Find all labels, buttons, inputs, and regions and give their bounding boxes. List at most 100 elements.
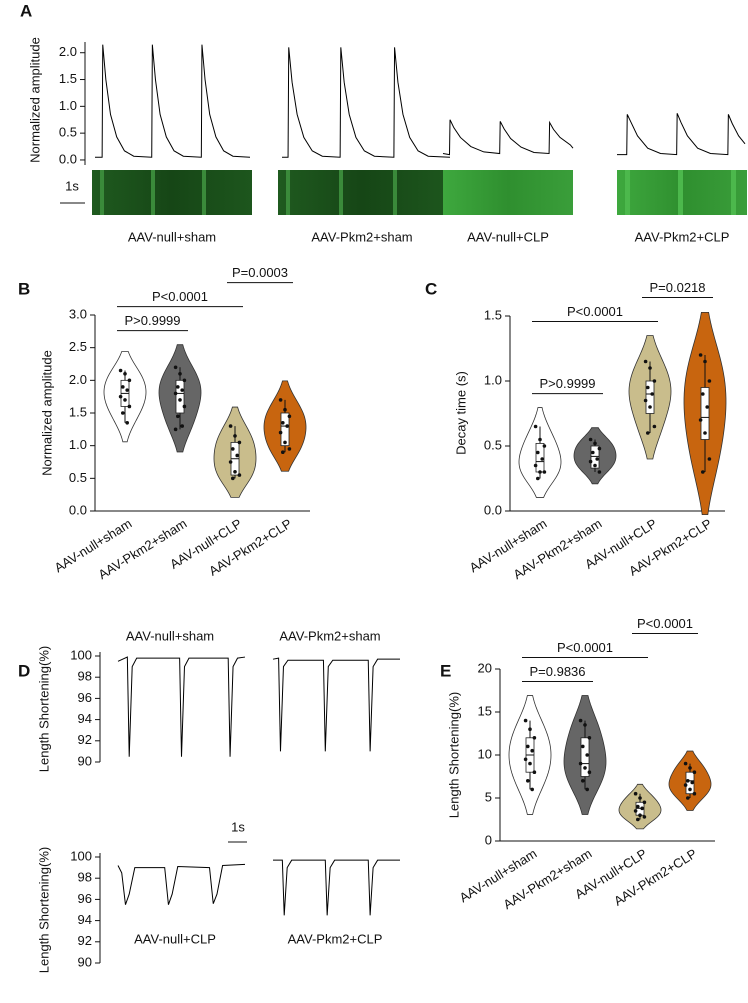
data-point bbox=[123, 372, 127, 376]
comparison-label: P>0.9999 bbox=[124, 313, 180, 328]
trace-line bbox=[282, 47, 451, 158]
data-point bbox=[528, 727, 532, 731]
scale-bar-label: 1s bbox=[65, 178, 79, 193]
data-point bbox=[542, 444, 547, 448]
y-tick-label: 0.5 bbox=[484, 437, 502, 452]
comparison-label: P>0.9999 bbox=[539, 376, 595, 391]
y-tick-label: 2.0 bbox=[59, 44, 77, 59]
y-tick-label: 0.0 bbox=[484, 502, 502, 517]
comparison-label: P=0.0218 bbox=[649, 280, 705, 295]
y-tick-label: 1.5 bbox=[484, 307, 502, 322]
data-point bbox=[698, 353, 703, 357]
line-scan-image bbox=[92, 170, 252, 215]
y-tick-label: 5 bbox=[485, 789, 492, 804]
line-scan-image bbox=[443, 170, 573, 215]
data-point bbox=[583, 723, 587, 727]
data-point bbox=[587, 736, 592, 740]
data-point bbox=[180, 388, 184, 392]
data-point bbox=[683, 761, 688, 766]
data-point bbox=[686, 796, 690, 800]
trace-name: AAV-Pkm2+sham bbox=[279, 628, 380, 643]
comparison-label: P=0.0003 bbox=[232, 265, 288, 280]
data-point bbox=[278, 430, 283, 435]
data-point bbox=[585, 787, 589, 792]
data-point bbox=[281, 450, 285, 455]
data-point bbox=[285, 424, 290, 428]
trace-line bbox=[442, 119, 574, 156]
data-point bbox=[125, 388, 129, 392]
y-tick-label: 90 bbox=[78, 753, 92, 768]
data-point bbox=[523, 718, 528, 723]
y-axis-label: Length Shortening(%) bbox=[36, 646, 51, 772]
box bbox=[175, 379, 185, 414]
data-point bbox=[642, 800, 647, 805]
trace-line bbox=[95, 44, 251, 158]
data-point bbox=[536, 450, 540, 455]
data-point bbox=[646, 431, 650, 435]
y-tick-label: 92 bbox=[78, 933, 92, 948]
line-scan-image bbox=[278, 170, 447, 215]
trace-line bbox=[617, 113, 746, 156]
data-point bbox=[180, 424, 184, 428]
data-point bbox=[281, 421, 285, 425]
y-tick-label: 10 bbox=[478, 746, 492, 761]
data-point bbox=[121, 411, 125, 415]
data-point bbox=[707, 457, 712, 461]
y-tick-label: 0 bbox=[485, 832, 492, 847]
line-scan-stripe bbox=[731, 170, 736, 215]
trace-name: AAV-null+sham bbox=[126, 628, 214, 643]
y-tick-label: 0.5 bbox=[69, 470, 87, 485]
y-axis-label: Length Shortening(%) bbox=[36, 847, 51, 973]
y-tick-label: 0.5 bbox=[59, 125, 77, 140]
data-point bbox=[533, 424, 538, 429]
data-point bbox=[278, 398, 283, 402]
data-point bbox=[182, 378, 187, 383]
box bbox=[645, 380, 655, 414]
data-point bbox=[538, 470, 542, 474]
y-tick-label: 20 bbox=[478, 660, 492, 675]
data-point bbox=[283, 440, 287, 445]
y-tick-label: 0.0 bbox=[69, 502, 87, 517]
data-point bbox=[698, 418, 703, 422]
line-scan-stripe bbox=[625, 170, 630, 215]
line-scan-stripe bbox=[339, 170, 343, 215]
data-point bbox=[581, 744, 585, 749]
data-point bbox=[127, 404, 132, 409]
data-point bbox=[528, 761, 532, 766]
panel-label: A bbox=[20, 1, 32, 20]
data-point bbox=[176, 385, 180, 389]
data-point bbox=[235, 453, 239, 458]
data-point bbox=[652, 424, 657, 429]
data-point bbox=[588, 437, 593, 442]
comparison-label: P<0.0001 bbox=[557, 640, 613, 655]
data-point bbox=[176, 414, 180, 419]
trace-name: AAV-Pkm2+sham bbox=[311, 229, 412, 244]
trace-name: AAV-Pkm2+CLP bbox=[288, 931, 383, 946]
y-tick-label: 1.5 bbox=[59, 71, 77, 86]
y-tick-label: 96 bbox=[78, 891, 92, 906]
data-point bbox=[533, 463, 538, 468]
data-point bbox=[178, 398, 182, 402]
data-point bbox=[118, 368, 123, 373]
data-point bbox=[595, 457, 599, 461]
data-point bbox=[585, 753, 589, 757]
data-point bbox=[231, 476, 235, 481]
data-point bbox=[587, 770, 592, 774]
trace-name: AAV-Pkm2+CLP bbox=[635, 229, 730, 244]
data-point bbox=[692, 791, 697, 796]
data-point bbox=[536, 476, 540, 481]
comparison-label: P=0.9836 bbox=[529, 664, 585, 679]
data-point bbox=[688, 787, 692, 792]
data-point bbox=[683, 783, 688, 787]
trace-line bbox=[272, 657, 400, 752]
data-point bbox=[591, 450, 595, 455]
y-tick-label: 100 bbox=[70, 848, 92, 863]
data-point bbox=[121, 385, 125, 389]
box bbox=[700, 387, 710, 440]
data-point bbox=[540, 457, 544, 461]
y-axis-label: Normalized amplitude bbox=[27, 37, 42, 163]
panel-label: B bbox=[18, 279, 30, 298]
y-axis-label: Decay time (s) bbox=[453, 371, 468, 455]
comparison-label: P<0.0001 bbox=[637, 616, 693, 631]
data-point bbox=[233, 434, 237, 438]
